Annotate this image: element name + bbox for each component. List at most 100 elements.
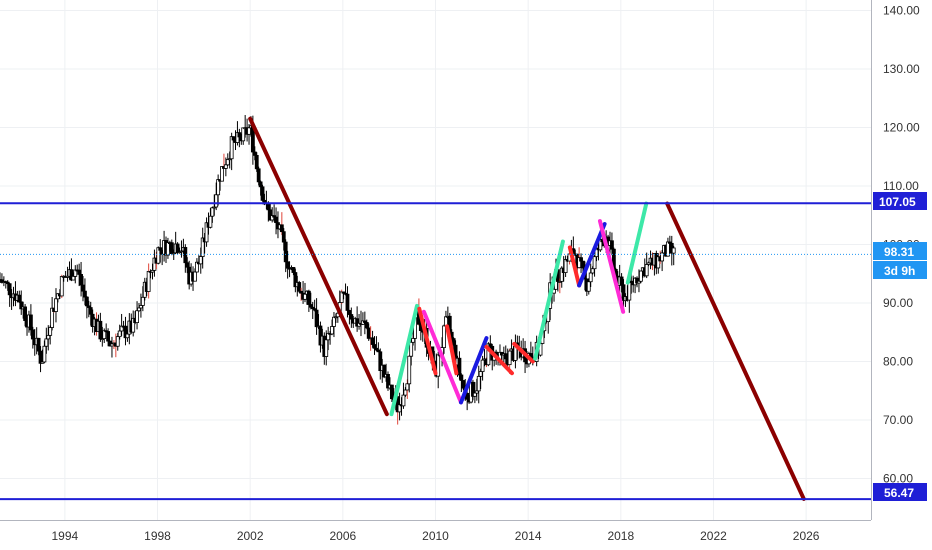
candle-body <box>588 272 593 283</box>
candle-body <box>366 327 371 339</box>
candle-body <box>586 281 591 292</box>
candle-body <box>503 353 508 360</box>
candle-body <box>175 243 180 253</box>
candle-body <box>84 296 89 307</box>
candle-body <box>166 242 170 256</box>
candle-body <box>54 298 58 312</box>
candle-body <box>169 242 174 255</box>
candle-body <box>44 338 49 347</box>
candle-body <box>644 264 649 277</box>
trend-line-8[interactable] <box>512 341 535 364</box>
candle-body <box>146 270 151 292</box>
candle-body <box>579 257 583 262</box>
candle-body <box>83 290 87 298</box>
candle-body <box>480 359 485 372</box>
y-tick-label: 130.00 <box>883 62 920 76</box>
candle-body <box>135 310 139 324</box>
candle-body <box>638 270 643 282</box>
trend-line-2[interactable] <box>389 303 419 417</box>
x-tick-label: 1994 <box>52 529 79 543</box>
candle-body <box>50 307 55 328</box>
candle-body <box>17 294 22 303</box>
candle-body <box>486 343 491 366</box>
candle-body <box>283 241 288 263</box>
candle-body <box>347 310 352 315</box>
candle-body <box>389 384 394 400</box>
trend-line-10[interactable] <box>567 245 582 288</box>
candle-body <box>621 284 626 302</box>
trend-line-4[interactable] <box>421 309 463 405</box>
x-tick-label: 2002 <box>237 529 264 543</box>
candle-body <box>247 127 251 135</box>
candle-body <box>507 350 512 366</box>
candle-body <box>216 179 221 196</box>
trend-line-6[interactable] <box>458 336 489 405</box>
candle-body <box>229 136 234 160</box>
trend-line-1[interactable] <box>665 201 806 501</box>
candle-body <box>88 307 93 315</box>
candle-body <box>225 159 230 166</box>
candle-body <box>73 269 78 277</box>
candle-body <box>372 344 377 349</box>
candle-body <box>28 314 33 331</box>
candle-body <box>214 194 219 208</box>
candle-body <box>195 261 199 273</box>
candle-body <box>291 267 296 273</box>
candle-body <box>71 275 76 281</box>
candle-body <box>5 281 10 285</box>
candle-body <box>407 355 412 385</box>
countdown-label: 3d 9h <box>884 264 915 278</box>
candle-body <box>476 375 481 392</box>
candle-body <box>457 357 462 376</box>
candle-body <box>158 247 163 251</box>
candle-body <box>590 268 595 274</box>
candle-body <box>303 293 307 300</box>
candle-body <box>81 284 85 292</box>
candle-body <box>459 374 464 381</box>
time-axis[interactable]: 1994 1998 2002 2006 2010 2014 2018 2022 2026 <box>52 529 820 543</box>
candle-body <box>254 154 259 170</box>
candle-body <box>581 260 585 269</box>
candle-body <box>48 327 53 336</box>
candle-body <box>401 394 406 407</box>
trend-line-12[interactable] <box>597 219 626 314</box>
candle-body <box>193 271 197 282</box>
candle-body <box>461 380 466 389</box>
trend-line-13[interactable] <box>625 201 649 285</box>
candle-body <box>223 164 228 169</box>
candle-body <box>231 136 236 141</box>
trend-line-3[interactable] <box>417 306 438 376</box>
candle-body <box>314 309 319 328</box>
candle-body <box>256 168 261 183</box>
candle-body <box>30 329 35 340</box>
candle-body <box>79 274 83 286</box>
candle-body <box>364 322 369 329</box>
candle-body <box>279 224 284 233</box>
trend-line-5[interactable] <box>445 324 459 376</box>
candle-body <box>140 296 145 306</box>
trend-line-7[interactable] <box>484 344 514 376</box>
candle-body <box>563 259 568 273</box>
candle-body <box>198 256 203 265</box>
candle-body <box>332 316 336 327</box>
candle-body <box>610 240 614 250</box>
candle-body <box>98 320 103 340</box>
level-tag-107 <box>873 192 927 210</box>
trend-line-0[interactable] <box>248 116 389 417</box>
candle-body <box>7 283 12 296</box>
candle-body <box>281 231 286 243</box>
horizontal-levels[interactable] <box>0 202 871 501</box>
candle-body <box>403 389 408 396</box>
grid-lines <box>0 0 871 520</box>
x-tick-label: 2006 <box>329 529 356 543</box>
y-tick-label: 110.00 <box>883 179 919 193</box>
price-tags: 107.05 98.31 3d 9h 56.47 <box>873 192 927 501</box>
candle-body <box>137 307 141 312</box>
candle-body <box>185 262 190 268</box>
candle-body <box>46 334 51 340</box>
candle-body <box>237 132 242 138</box>
trend-line-9[interactable] <box>533 239 565 361</box>
candle-body <box>478 371 483 377</box>
